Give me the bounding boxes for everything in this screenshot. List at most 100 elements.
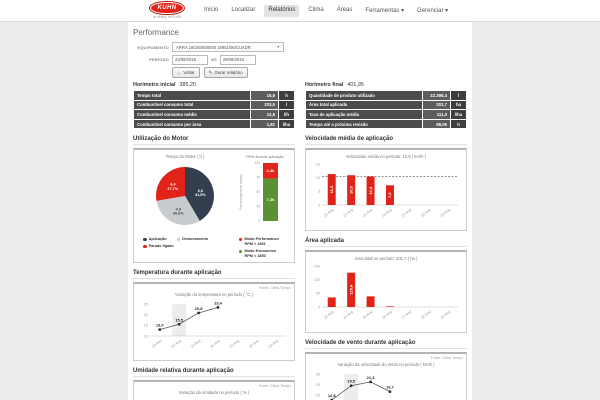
hourmeter-initial: Horímetro inicial 385,20: [133, 82, 197, 88]
svg-text:10,9: 10,9: [348, 186, 353, 195]
report-filters: EQUIPAMENTO ARRA 16CM4500000 18951/06/CU…: [133, 42, 467, 78]
nav-item-inicio[interactable]: Início: [204, 7, 219, 13]
svg-text:28-Aug: 28-Aug: [248, 338, 259, 348]
svg-text:50: 50: [256, 191, 260, 195]
svg-text:4,427,7%: 4,4 27,7%: [167, 183, 178, 191]
table-row: Taxa de aplicação média 111,0 l/ha: [306, 110, 466, 119]
speed-bar-chart: 0 5 10 15 23-Aug 24-Aug 25-Aug 26-Aug 27-Aug 28-A…: [309, 159, 463, 228]
svg-text:4,930,8%: 4,9 30,8%: [173, 208, 184, 216]
humidity-subtitle: Variação da umidade no período ( % ): [178, 389, 250, 395]
svg-text:28-Aug: 28-Aug: [420, 310, 431, 320]
legend-dot-icon: [176, 237, 181, 242]
legend-item: Modo Economico RPM < 1850: [238, 249, 291, 258]
period-to-input[interactable]: [219, 54, 256, 65]
pencil-icon: ✎: [208, 69, 213, 75]
wind-line-chart: 1015202523-Aug24-Aug25-Aug26-Aug27-Aug28…: [309, 367, 463, 400]
section-area: Área aplicada Área total no período: 201…: [305, 238, 467, 334]
fuel-summary-table: Tempo total 15,9 h Combustível consumo tota…: [133, 90, 295, 130]
equipment-select-value: ARRA 16CM4500000 18951/06/CUADR: [176, 44, 251, 50]
svg-text:13,0: 13,0: [156, 322, 165, 327]
svg-text:Tempo do Motor ( h ): Tempo do Motor ( h ): [166, 154, 205, 159]
hourmeter-final-value: 401,95: [347, 82, 364, 88]
nav-item-ferramentas[interactable]: Ferramentas ▾: [365, 8, 405, 14]
svg-text:27-Aug: 27-Aug: [401, 310, 412, 320]
svg-text:0: 0: [258, 220, 260, 224]
wind-source: Fonte: Clima Tempo: [430, 356, 463, 361]
svg-text:20,8: 20,8: [195, 306, 204, 311]
page-title: Performance: [133, 28, 179, 37]
nav-item-clima[interactable]: Clima: [308, 7, 324, 13]
hourmeter-initial-value: 385,20: [179, 82, 197, 88]
engine-usage-title: Utilização do Motor: [133, 136, 295, 146]
svg-text:0: 0: [318, 306, 320, 310]
table-row: Tempo até a próxima revisão 98,05 h: [306, 119, 466, 129]
svg-text:RPM durante aplicação: RPM durante aplicação: [246, 155, 283, 159]
humidity-line-chart: 20406023-Aug24-Aug25-Aug26-Aug27-Aug28-A…: [137, 395, 291, 400]
table-row: Combustível consumo por área 1,81 l/ha: [134, 119, 294, 129]
period-from-input[interactable]: [172, 54, 208, 65]
nav-item-relatorios[interactable]: Relatórios: [264, 4, 300, 17]
svg-text:10,4: 10,4: [368, 186, 373, 195]
svg-text:29-Aug: 29-Aug: [440, 310, 451, 320]
main-nav: Início Localizar Relatórios Clima Áreas Ferra…: [200, 4, 452, 17]
table-row: Área total aplicada 201,7 ha: [306, 100, 466, 110]
kuhn-logo-tagline: be strong, be KUHN: [152, 15, 182, 19]
svg-text:26-Aug: 26-Aug: [381, 208, 392, 218]
left-column: Horímetro inicial 385,20 Tempo total 15,9 h…: [133, 82, 295, 400]
legend-dot-icon: [238, 237, 243, 242]
rpm-stacked-bar-chart: RPM durante aplicação 0 25 50 75 100 Porcentag…: [233, 152, 291, 235]
svg-text:15,5: 15,5: [175, 317, 184, 322]
nav-item-areas[interactable]: Áreas: [336, 7, 353, 13]
svg-text:15: 15: [316, 163, 320, 167]
legend-item: Aplicação: [143, 237, 167, 242]
legend-dot-icon: [238, 249, 243, 254]
generate-report-button[interactable]: ✎ Gerar relatório: [203, 67, 248, 78]
speed-subtitle: Velocidade média no período: 10,5 ( km/h…: [345, 154, 427, 160]
application-summary-table: Quantidade de produto utilizado 22.398,4 l…: [305, 90, 467, 130]
svg-text:75: 75: [256, 176, 260, 180]
svg-text:25-Aug: 25-Aug: [362, 310, 373, 320]
speed-title: Velocidade média de aplicação: [305, 136, 467, 146]
equipment-label: EQUIPAMENTO: [137, 44, 169, 50]
hourmeter-final: Horímetro final 401,95: [305, 82, 364, 88]
svg-text:12,8: 12,8: [328, 393, 337, 398]
svg-text:125,4: 125,4: [348, 284, 353, 295]
section-humidity: Umidade relativa durante aplicação Fonte…: [133, 368, 295, 400]
section-engine-usage: Utilização do Motor Tempo do Motor ( h )…: [133, 136, 295, 263]
right-column: Horímetro final 401,95 Quantidade de prod…: [305, 82, 467, 400]
svg-text:23,4: 23,4: [214, 300, 223, 305]
table-row: Quantidade de produto utilizado 22.398,4 l: [306, 91, 466, 100]
svg-text:6,641,5%: 6,6 41,5%: [195, 189, 206, 197]
nav-item-gerenciar[interactable]: Gerenciar ▾: [417, 8, 449, 14]
svg-text:23-Aug: 23-Aug: [151, 338, 162, 348]
back-button[interactable]: ← Voltar: [172, 67, 200, 78]
humidity-source: Fonte: Clima Tempo: [258, 383, 291, 388]
svg-text:25: 25: [256, 205, 260, 209]
svg-text:28-Aug: 28-Aug: [420, 208, 431, 218]
table-row: Combustível consumo médio 12,8 l/h: [134, 110, 294, 119]
svg-text:16,7: 16,7: [386, 385, 395, 390]
svg-text:27-Aug: 27-Aug: [401, 208, 412, 218]
svg-text:10: 10: [144, 334, 148, 338]
pie-legend: Aplicação Deslocamento Parado ligado: [137, 235, 233, 249]
section-speed: Velocidade média de aplicação Velocidade…: [305, 136, 467, 232]
svg-text:20: 20: [144, 313, 148, 317]
nav-item-localizar[interactable]: Localizar: [231, 7, 256, 13]
svg-text:25-Aug: 25-Aug: [190, 338, 201, 348]
svg-text:0: 0: [318, 204, 320, 208]
wind-title: Velocidade de vento durante aplicação: [305, 340, 467, 350]
table-row: Tempo total 15,9 h: [134, 91, 294, 100]
svg-text:2,4h: 2,4h: [266, 169, 275, 174]
section-temperature: Temperatura durante aplicação Fonte: Cli…: [133, 270, 295, 361]
svg-text:29-Aug: 29-Aug: [440, 208, 451, 218]
svg-text:23-Aug: 23-Aug: [323, 310, 334, 320]
kuhn-logo-oval: KUHN: [150, 2, 184, 14]
svg-text:26-Aug: 26-Aug: [209, 338, 220, 348]
kuhn-logo[interactable]: KUHN be strong, be KUHN: [150, 2, 184, 19]
engine-time-pie-chart: Tempo do Motor ( h ) 6,6 41,5% 4,9 30,8% 4,4 2…: [137, 152, 233, 235]
equipment-select[interactable]: ARRA 16CM4500000 18951/06/CUADR ▼: [172, 42, 284, 52]
svg-text:5: 5: [318, 190, 320, 194]
until-label: até: [211, 57, 217, 62]
area-title: Área aplicada: [305, 238, 467, 248]
svg-text:24-Aug: 24-Aug: [343, 310, 354, 320]
